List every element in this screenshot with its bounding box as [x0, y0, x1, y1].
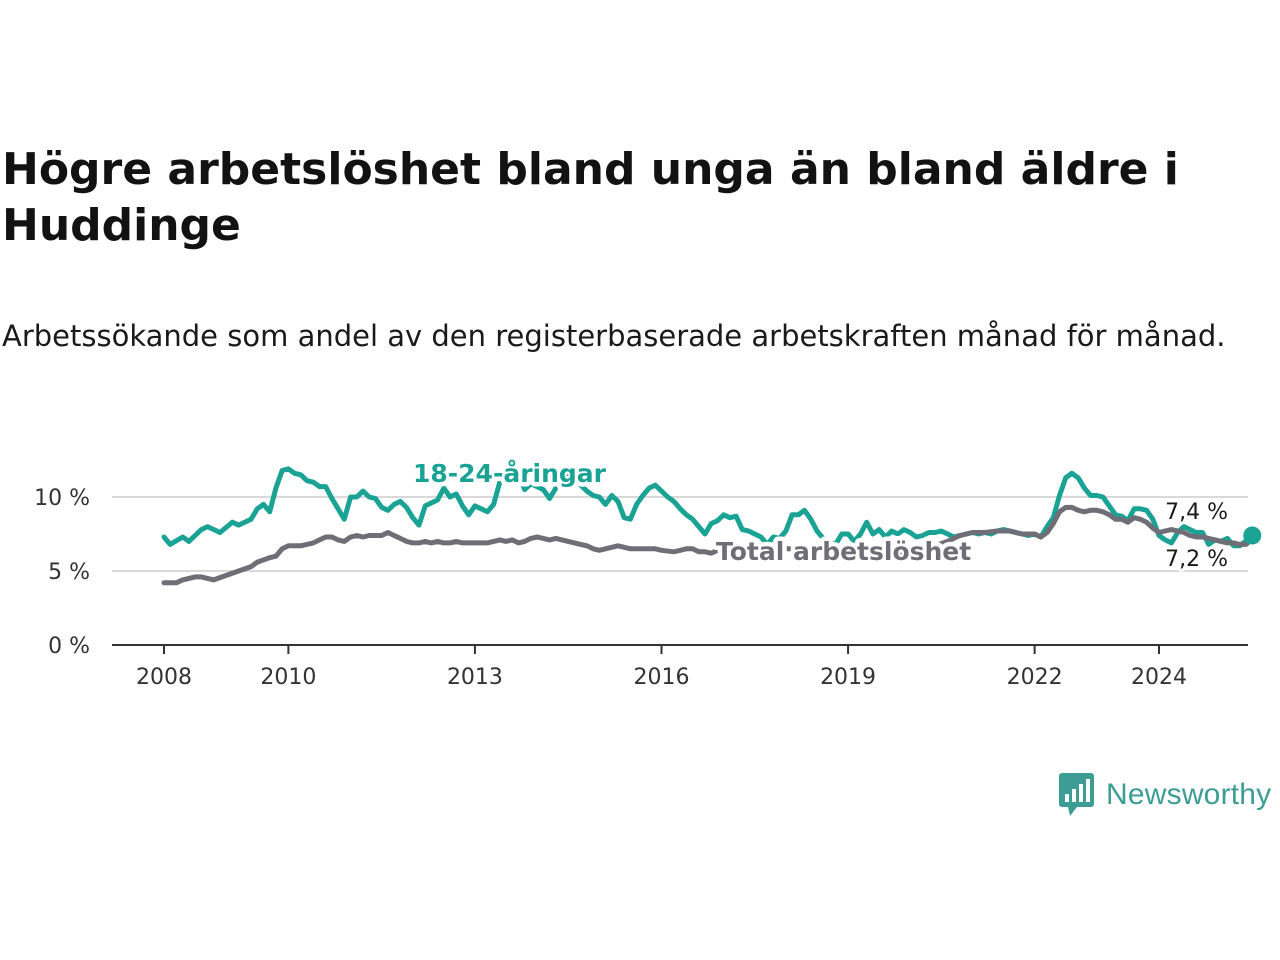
- series-line-young: [161, 466, 1255, 549]
- y-tick-label: 5 %: [48, 560, 90, 585]
- newsworthy-logo-icon: [1059, 773, 1094, 816]
- y-tick-label: 0 %: [48, 634, 90, 659]
- x-tick-label: 2024: [1131, 665, 1187, 690]
- series-line-total: [161, 504, 1255, 586]
- end-label-total: 7,2 %: [1165, 547, 1228, 572]
- x-tick-label: 2010: [260, 665, 316, 690]
- series-label-young: 18-24-åringar: [413, 459, 607, 488]
- newsworthy-logo: Newsworthy: [1058, 772, 1271, 818]
- end-label-young: 7,4 %: [1165, 500, 1228, 525]
- x-tick-label: 2013: [447, 665, 503, 690]
- x-tick-label: 2022: [1007, 665, 1063, 690]
- series-label-total: Total arbetslöshet: [716, 537, 971, 566]
- x-tick-label: 2008: [136, 665, 192, 690]
- newsworthy-logo-text: Newsworthy: [1106, 778, 1272, 811]
- y-tick-label: 10 %: [34, 486, 90, 511]
- chart-title: Högre arbetslöshet bland unga än bland ä…: [2, 144, 1179, 251]
- line-chart: 0 % 5 % 10 % 2008 2010 2013 2016 2019 2022 2024 18…: [34, 455, 1262, 690]
- chart-subtitle: Arbetssökande som andel av den registerb…: [2, 319, 1226, 353]
- x-tick-label: 2019: [820, 665, 876, 690]
- end-point-marker: [1243, 526, 1262, 545]
- x-tick-label: 2016: [634, 665, 690, 690]
